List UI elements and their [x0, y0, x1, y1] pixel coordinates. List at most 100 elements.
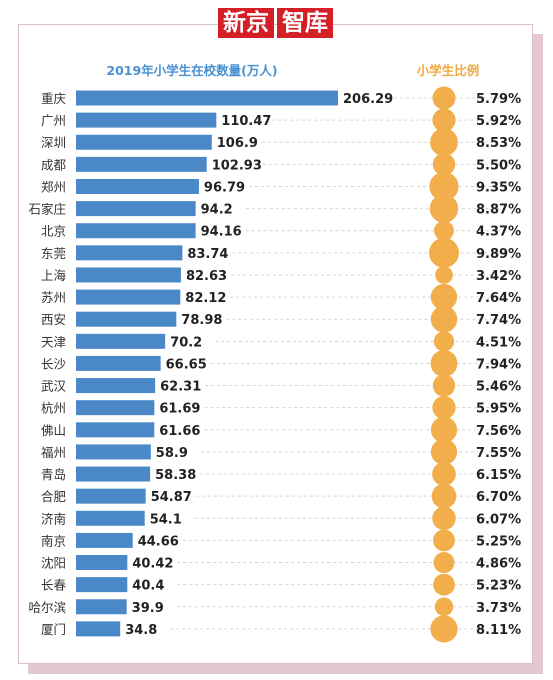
ratio-bubble: [433, 573, 455, 596]
value-label: 96.79: [204, 180, 245, 195]
ratio-label: 7.55%: [476, 446, 521, 461]
category-label: 杭州: [41, 401, 66, 416]
bar: [76, 488, 146, 504]
brand-logo-left: 新京: [218, 8, 274, 38]
ratio-bubble: [432, 153, 456, 176]
category-label: 东莞: [41, 246, 66, 261]
ratio-label: 4.37%: [476, 225, 521, 240]
ratio-label: 7.94%: [476, 357, 521, 372]
ratio-bubble: [430, 349, 458, 377]
value-label: 70.2: [170, 335, 202, 350]
bar: [76, 90, 338, 106]
value-label: 102.93: [212, 158, 262, 173]
ratio-bubble: [430, 438, 458, 466]
brand-logo: 新京 智库: [218, 4, 333, 42]
ratio-bubble: [433, 331, 455, 352]
category-label: 重庆: [41, 91, 67, 106]
bar: [76, 400, 155, 416]
ratio-label: 3.73%: [476, 601, 521, 616]
ratio-label: 3.42%: [476, 269, 521, 284]
value-label: 61.69: [159, 402, 200, 417]
category-label: 天津: [41, 334, 66, 349]
category-label: 广州: [41, 113, 66, 128]
value-label: 110.47: [221, 114, 271, 129]
ratio-bubble: [431, 483, 457, 509]
ratio-label: 8.11%: [476, 623, 521, 638]
category-label: 厦门: [41, 622, 66, 637]
ratio-bubble: [432, 374, 456, 397]
bar: [76, 466, 151, 482]
ratio-label: 7.56%: [476, 424, 521, 439]
category-label: 郑州: [41, 179, 66, 194]
value-label: 62.31: [160, 380, 201, 395]
ratio-bubble: [429, 194, 459, 223]
ratio-label: 9.89%: [476, 247, 521, 262]
ratio-bubble: [429, 237, 459, 268]
bar: [76, 245, 183, 261]
ratio-bubble: [432, 86, 456, 110]
value-label: 94.2: [201, 203, 233, 218]
bar: [76, 333, 166, 349]
ratio-bubble: [434, 220, 454, 241]
category-label: 南京: [41, 533, 66, 548]
category-label: 石家庄: [28, 202, 66, 217]
ratio-label: 5.92%: [476, 114, 521, 129]
bar: [76, 267, 181, 283]
ratio-label: 5.79%: [476, 92, 521, 107]
chart-title: 2019年小学生在校数量(万人): [106, 63, 278, 78]
bar: [76, 201, 196, 217]
ratio-label: 7.64%: [476, 291, 521, 306]
bar: [76, 112, 217, 128]
value-label: 40.4: [132, 579, 164, 594]
ratio-bubble: [433, 552, 455, 574]
bar: [76, 134, 212, 150]
bar: [76, 378, 156, 394]
value-label: 106.9: [217, 136, 258, 151]
category-label: 福州: [41, 445, 66, 460]
value-label: 54.1: [150, 512, 182, 527]
ratio-label: 4.51%: [476, 335, 521, 350]
value-label: 54.87: [151, 490, 192, 505]
ratio-label: 4.86%: [476, 557, 521, 572]
category-label: 深圳: [41, 135, 66, 150]
category-label: 合肥: [41, 489, 67, 504]
category-label: 武汉: [41, 379, 67, 394]
bar: [76, 577, 128, 593]
bar: [76, 444, 151, 460]
value-label: 66.65: [166, 357, 207, 372]
value-label: 58.38: [155, 468, 196, 483]
ratio-label: 6.07%: [476, 512, 521, 527]
value-label: 82.63: [186, 269, 227, 284]
ratio-label: 9.35%: [476, 180, 521, 195]
value-label: 61.66: [159, 424, 200, 439]
ratio-bubble: [429, 171, 459, 202]
bar: [76, 555, 128, 571]
value-label: 44.66: [138, 534, 179, 549]
category-label: 上海: [41, 268, 67, 283]
value-label: 39.9: [132, 601, 164, 616]
ratio-bubble: [433, 529, 455, 552]
bar: [76, 510, 145, 526]
category-label: 沈阳: [41, 556, 66, 571]
ratio-label: 8.53%: [476, 136, 521, 151]
ratio-label: 5.46%: [476, 380, 521, 395]
ratio-bubble: [430, 283, 458, 311]
ratio-bubble: [430, 128, 458, 157]
value-label: 82.12: [185, 291, 226, 306]
ratio-label: 5.50%: [476, 158, 521, 173]
ratio-bubble: [435, 266, 453, 284]
category-label: 成都: [41, 157, 67, 172]
bar: [76, 422, 155, 438]
bar: [76, 311, 177, 327]
bar: [76, 289, 181, 305]
ratio-bubble: [432, 108, 456, 132]
ratio-label: 5.23%: [476, 579, 521, 594]
value-label: 40.42: [132, 557, 173, 572]
ratio-column-title: 小学生比例: [416, 63, 480, 78]
ratio-bubble: [432, 396, 456, 420]
category-label: 佛山: [41, 423, 66, 438]
bar: [76, 532, 133, 548]
category-label: 长春: [41, 578, 67, 593]
category-label: 北京: [41, 224, 66, 239]
